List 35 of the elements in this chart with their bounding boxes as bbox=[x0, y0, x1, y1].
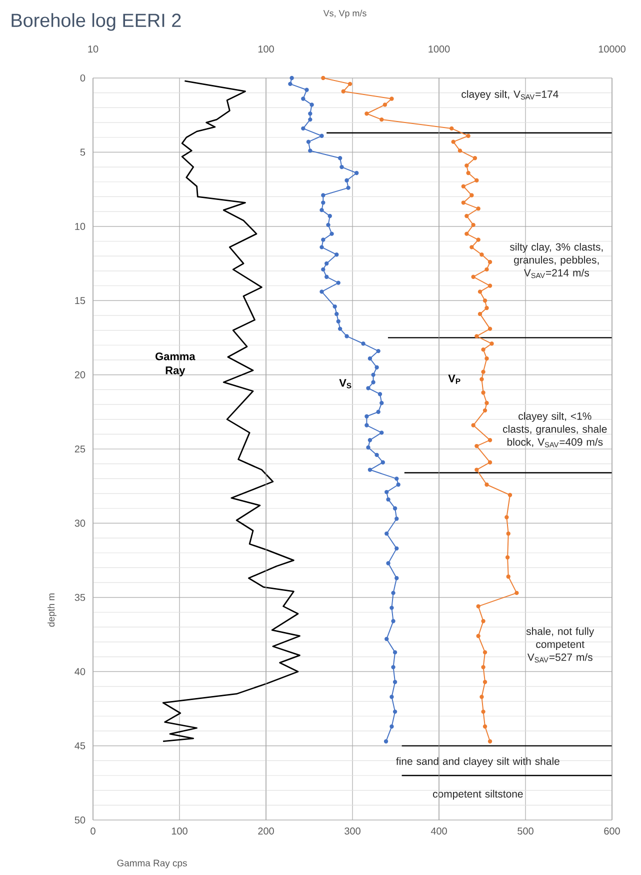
annotation: silty clay, 3% clasts, granules, pebbles, V$_{SAV}$=214 m/s bbox=[510, 242, 603, 278]
y-tick-label: 5 bbox=[80, 148, 86, 156]
y-tick-label: 30 bbox=[74, 520, 86, 527]
x-tick-label: 600 bbox=[604, 828, 620, 835]
y-tick-label: 10 bbox=[75, 222, 86, 230]
x-tick-label: 0 bbox=[90, 828, 96, 835]
x2-tick-label: 100 bbox=[258, 46, 274, 53]
series-label: V$_{S}$ bbox=[339, 379, 352, 388]
x-tick-label: 100 bbox=[172, 828, 188, 835]
annotation: clayey silt, <1% clasts, granules, shale block, V$_{SAV}$=409 m/s bbox=[503, 412, 607, 448]
y-tick-label: 25 bbox=[74, 445, 86, 453]
y-tick-label: 50 bbox=[74, 816, 86, 824]
x-tick-label: 200 bbox=[258, 828, 274, 835]
y-tick-label: 15 bbox=[75, 297, 86, 304]
x-tick-label: 500 bbox=[518, 828, 534, 835]
x2-tick-label: 10000 bbox=[598, 46, 626, 53]
x2-tick-label: 1000 bbox=[428, 46, 450, 53]
x-tick-label: 400 bbox=[430, 828, 447, 835]
series-label: V$_{P}$ bbox=[448, 374, 460, 384]
chart-title: Borehole log EERI 2 bbox=[12, 13, 181, 31]
annotation: clayey silt, V$_{SAV}$=174 bbox=[462, 90, 558, 100]
y-tick-label: 35 bbox=[74, 594, 86, 601]
x-axis-title: Gamma Ray cps bbox=[117, 860, 187, 868]
x-tick-label: 300 bbox=[344, 828, 360, 835]
y-tick-label: 45 bbox=[74, 742, 86, 750]
annotation: shale, not fully competent V$_{SAV}$=527 m/s bbox=[526, 627, 594, 662]
y-tick-label: 40 bbox=[74, 668, 86, 676]
x2-tick-label: 10 bbox=[88, 46, 98, 53]
y-tick-label: 20 bbox=[74, 371, 86, 378]
x2-axis-title: Vs, Vp m/s bbox=[323, 10, 366, 18]
annotation: competent siltstone bbox=[433, 790, 523, 800]
y-axis-title: depth m bbox=[48, 594, 56, 627]
text: Gamma Ray bbox=[156, 352, 196, 376]
y-tick-label: 0 bbox=[80, 74, 86, 82]
annotation: fine sand and clayey silt with shale bbox=[396, 757, 560, 768]
